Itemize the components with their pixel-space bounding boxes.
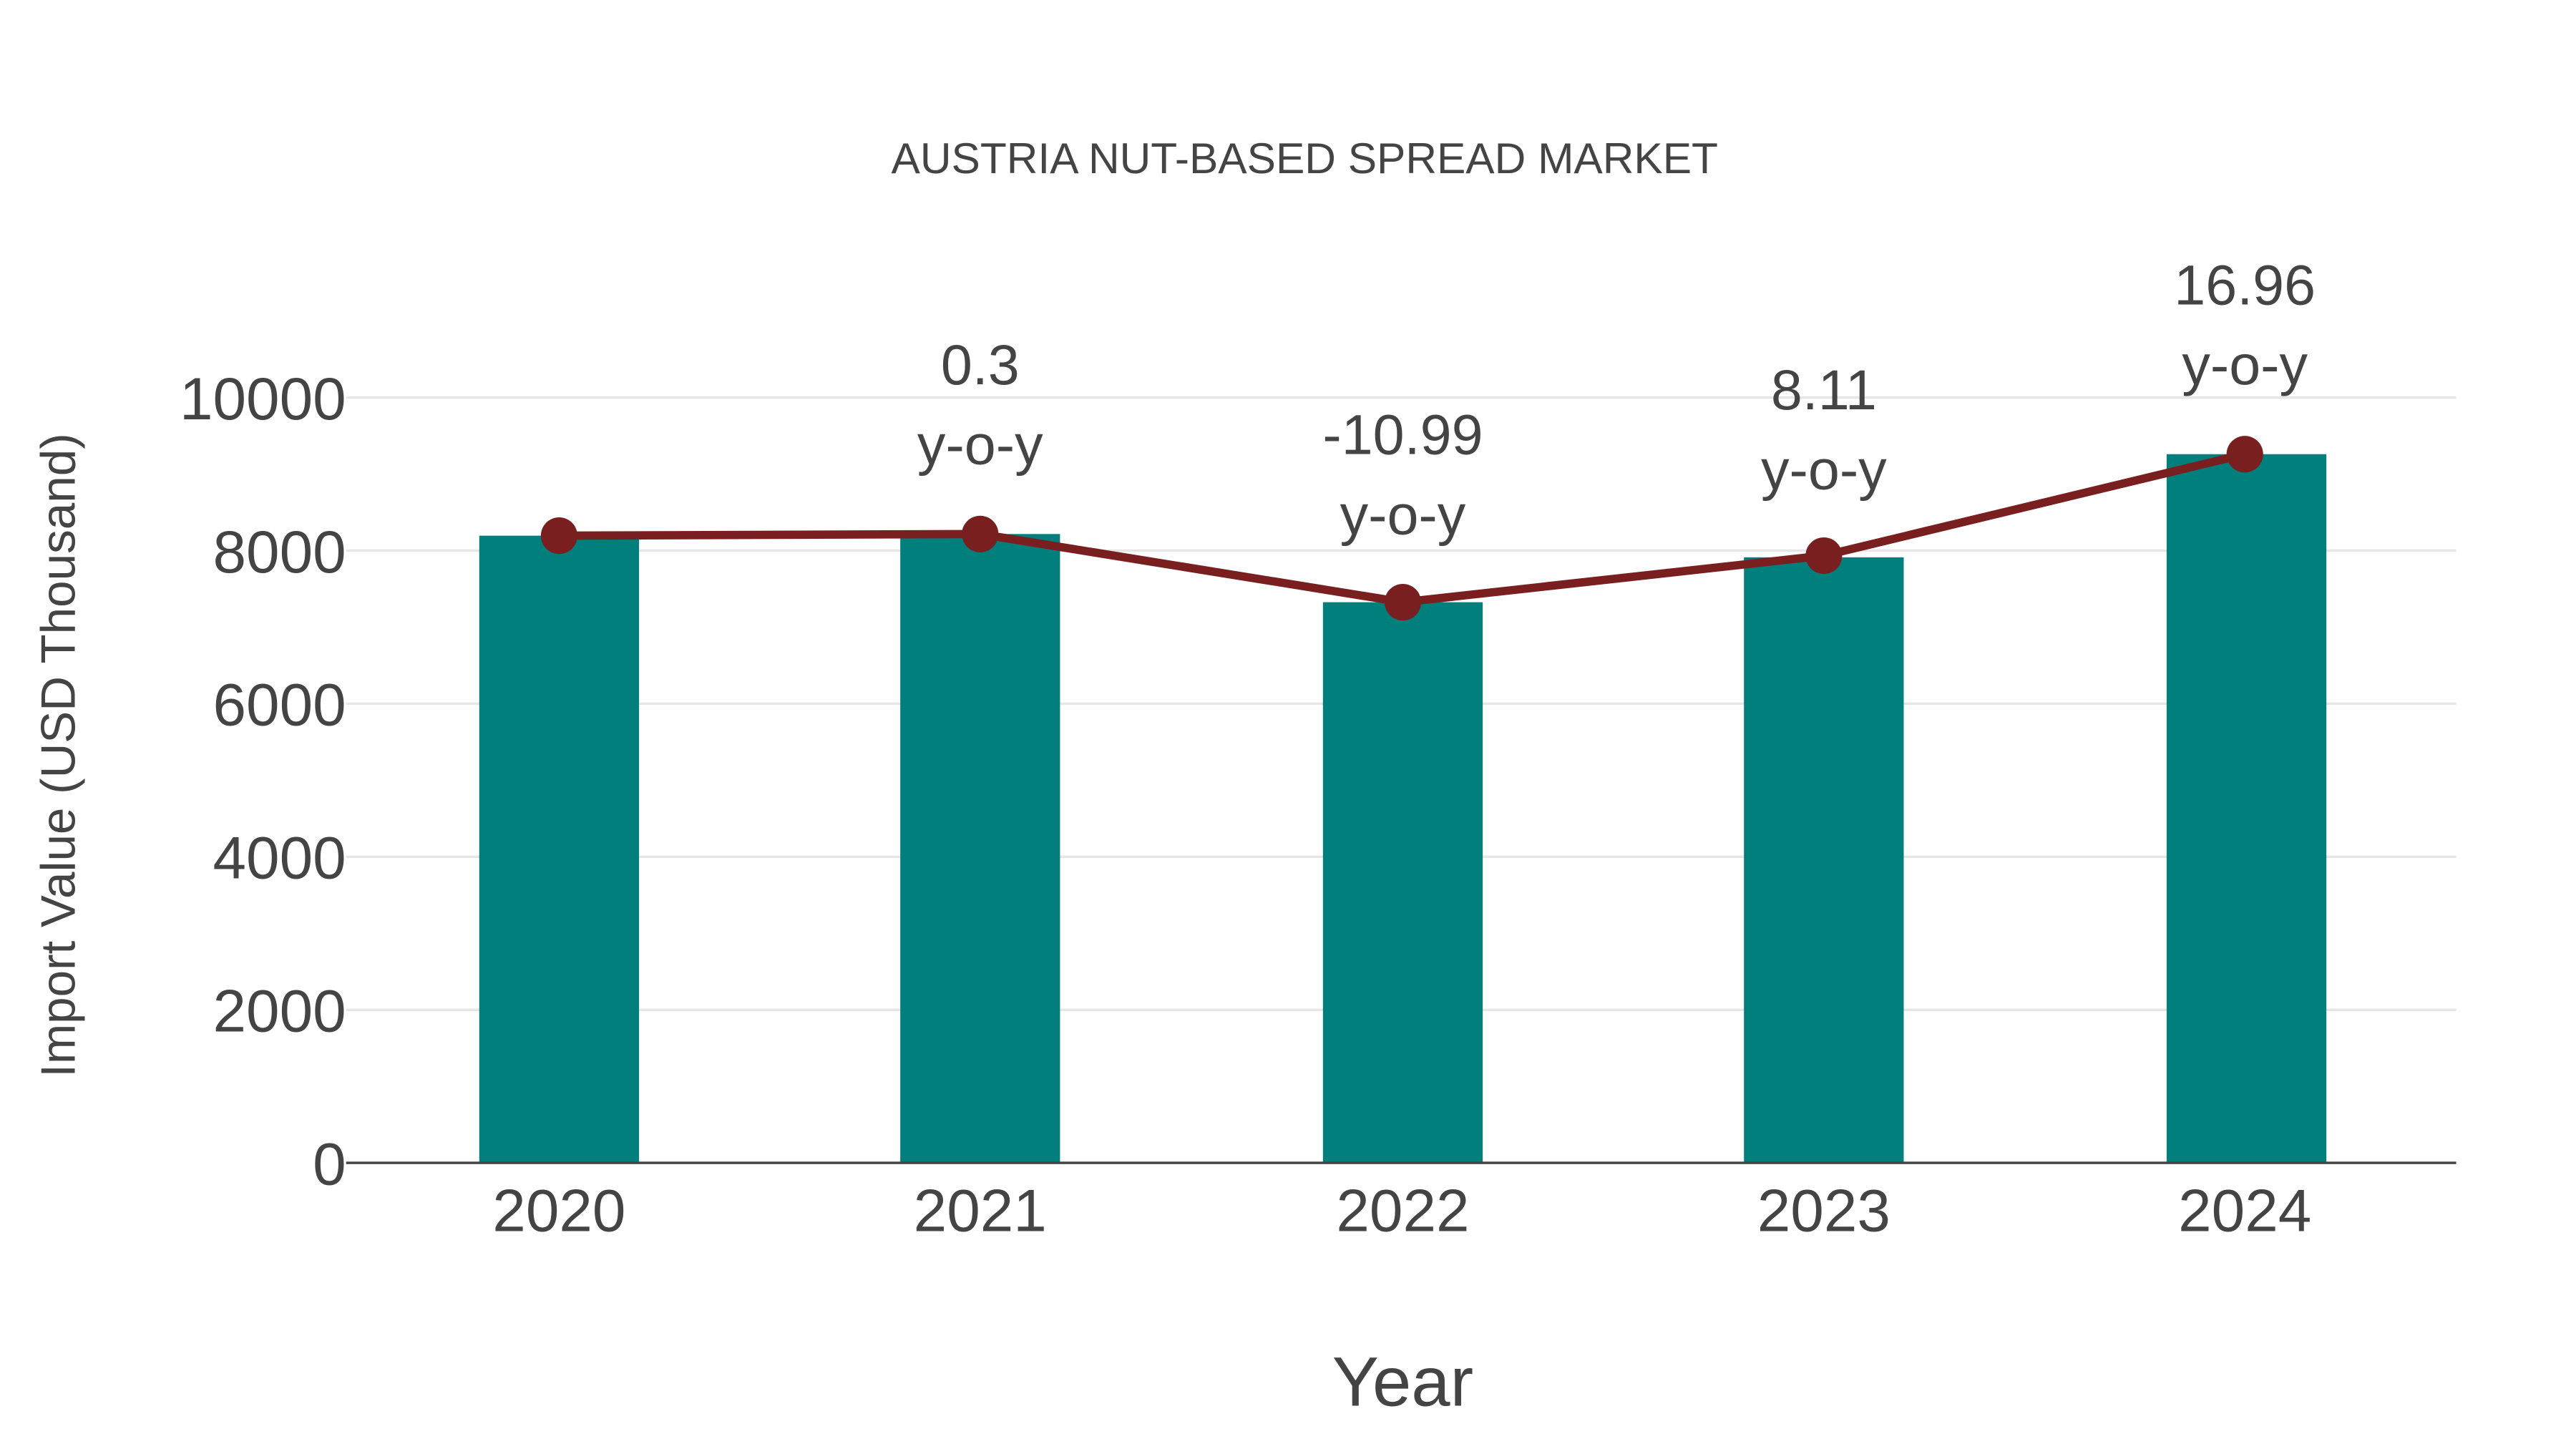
- bar-2022: [1322, 602, 1483, 1163]
- trend-line: [540, 436, 2263, 621]
- yoy-annotations: 0.3 y-o-y -10.99 y-o-y 8.11 y-o-y 16.96 …: [917, 253, 2316, 546]
- annotation-2021-suffix: y-o-y: [917, 413, 1043, 477]
- x-tick-2024: 2024: [2178, 1176, 2311, 1244]
- bars: [479, 454, 2327, 1163]
- marker-2023: [1805, 537, 1843, 575]
- y-tick-2000: 2000: [213, 977, 346, 1044]
- y-tick-6000: 6000: [213, 671, 346, 738]
- y-tick-8000: 8000: [213, 518, 346, 585]
- annotation-2023-value: 8.11: [1771, 358, 1877, 421]
- x-tick-2023: 2023: [1757, 1176, 1890, 1244]
- annotation-2024-suffix: y-o-y: [2182, 333, 2308, 396]
- bar-2023: [1744, 557, 1904, 1163]
- annotation-2024-value: 16.96: [2174, 253, 2316, 316]
- annotation-2023-suffix: y-o-y: [1761, 438, 1887, 502]
- y-tick-0: 0: [313, 1130, 346, 1197]
- y-axis-title: Import Value (USD Thousand): [32, 433, 86, 1077]
- x-axis-title: Year: [1332, 1343, 1473, 1421]
- bar-2020: [479, 535, 640, 1163]
- x-tick-2022: 2022: [1336, 1176, 1469, 1244]
- marker-2020: [540, 517, 577, 555]
- annotation-2022-suffix: y-o-y: [1340, 482, 1466, 546]
- y-tick-4000: 4000: [213, 824, 346, 892]
- y-tick-10000: 10000: [180, 365, 346, 432]
- marker-2024: [2226, 436, 2263, 473]
- annotation-2022-value: -10.99: [1322, 403, 1483, 467]
- marker-2021: [962, 515, 999, 552]
- annotation-2021-value: 0.3: [941, 333, 1020, 396]
- x-tick-2021: 2021: [914, 1176, 1047, 1244]
- bar-2021: [900, 534, 1060, 1163]
- y-axis-ticks: 0 2000 4000 6000 8000 10000: [180, 365, 346, 1197]
- chart-title: AUSTRIA NUT-BASED SPREAD MARKET: [892, 134, 1718, 182]
- marker-2022: [1384, 584, 1422, 621]
- x-axis-ticks: 2020 2021 2022 2023 2024: [492, 1176, 2311, 1244]
- x-tick-2020: 2020: [492, 1176, 625, 1244]
- bar-2024: [2166, 454, 2327, 1163]
